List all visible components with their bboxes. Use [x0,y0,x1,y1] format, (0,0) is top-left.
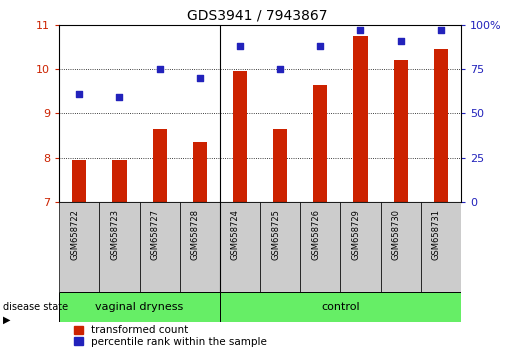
Bar [112,160,127,202]
Bar [72,160,87,202]
Bar [140,202,180,292]
Bar [300,202,340,292]
Bar [59,292,220,322]
Legend: transformed count, percentile rank within the sample: transformed count, percentile rank withi… [72,323,269,349]
Bar [180,202,220,292]
Text: GSM658722: GSM658722 [71,209,79,260]
Bar [233,71,247,202]
Point [75,91,83,97]
Bar [381,202,421,292]
Bar [353,36,368,202]
Text: GSM658730: GSM658730 [392,209,401,260]
Text: GSM658727: GSM658727 [151,209,160,260]
Bar [260,202,300,292]
Bar [59,202,99,292]
Point [156,66,164,72]
Text: ▶: ▶ [3,314,10,325]
Bar [99,202,140,292]
Bar [421,202,461,292]
Text: GSM658723: GSM658723 [111,209,119,260]
Point [316,43,324,49]
Bar [220,292,461,322]
Point [397,38,405,44]
Bar [273,129,287,202]
Text: GSM658729: GSM658729 [352,209,360,260]
Text: GSM658724: GSM658724 [231,209,240,260]
Point [356,27,365,33]
Text: GSM658726: GSM658726 [312,209,320,260]
Point [276,66,284,72]
Bar [220,202,260,292]
Point [437,27,445,33]
Point [115,95,124,100]
Text: GSM658728: GSM658728 [191,209,200,260]
Bar [313,85,328,202]
Point [196,75,204,81]
Bar [340,202,381,292]
Text: vaginal dryness: vaginal dryness [95,302,184,312]
Text: GDS3941 / 7943867: GDS3941 / 7943867 [187,9,328,23]
Bar [434,49,448,202]
Text: disease state: disease state [3,302,67,312]
Text: control: control [321,302,359,312]
Point [236,43,244,49]
Text: GSM658731: GSM658731 [432,209,441,260]
Bar [193,142,207,202]
Bar [393,60,408,202]
Bar [152,129,167,202]
Text: GSM658725: GSM658725 [271,209,280,260]
